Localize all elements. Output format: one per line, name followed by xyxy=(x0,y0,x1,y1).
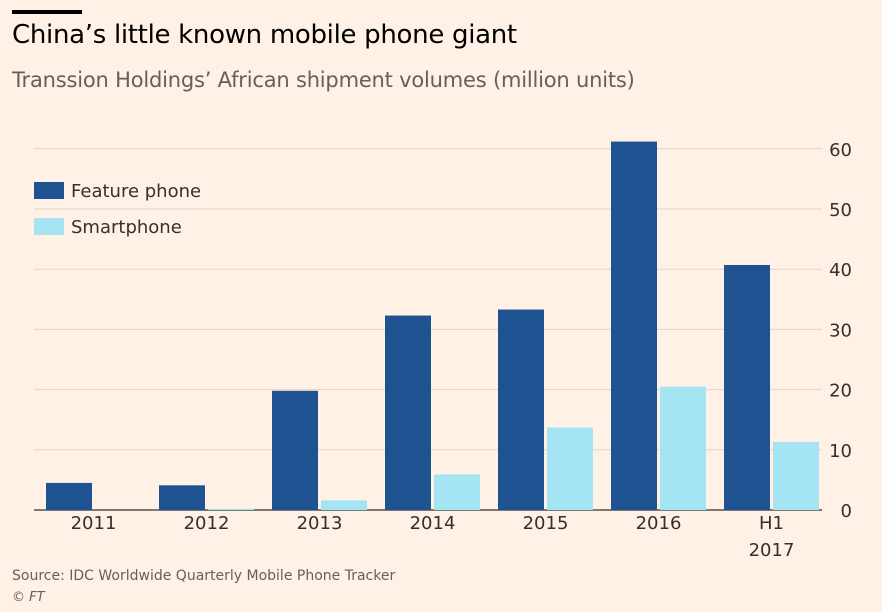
bar-feature-phone-2011 xyxy=(46,482,92,510)
bar-feature-phone-2016 xyxy=(611,141,657,511)
x-tick-label-h1-2017: H1 2017 xyxy=(749,513,795,561)
x-tick-label-2011: 2011 xyxy=(71,513,117,534)
bar-feature-phone-2015 xyxy=(498,309,544,510)
legend: Feature phone Smartphone xyxy=(34,181,201,238)
bar-smartphone-2015 xyxy=(547,427,593,510)
legend-swatch-feature-phone xyxy=(34,182,64,199)
source-note: Source: IDC Worldwide Quarterly Mobile P… xyxy=(12,568,396,584)
bar-smartphone-2012 xyxy=(208,508,254,510)
y-tick-label-50: 50 xyxy=(829,200,852,221)
bar-smartphone-h1-2017 xyxy=(773,441,819,510)
chart-subtitle: Transsion Holdings’ African shipment vol… xyxy=(12,68,635,92)
ft-credit: © FT xyxy=(12,590,45,605)
bar-feature-phone-h1-2017 xyxy=(724,264,770,510)
x-tick-label-2013: 2013 xyxy=(297,513,343,534)
y-tick-label-10: 10 xyxy=(829,441,852,462)
x-tick-label-2012: 2012 xyxy=(184,513,230,534)
legend-label-smartphone: Smartphone xyxy=(71,217,182,238)
bar-feature-phone-2012 xyxy=(159,485,205,510)
bars xyxy=(46,141,819,511)
bar-smartphone-2013 xyxy=(321,500,367,510)
y-axis-labels: 0 10 20 30 40 50 60 xyxy=(829,140,852,522)
y-tick-label-60: 60 xyxy=(829,140,852,161)
legend-label-feature-phone: Feature phone xyxy=(71,181,201,202)
x-tick-label-2016: 2016 xyxy=(636,513,682,534)
x-tick-label-2014: 2014 xyxy=(410,513,456,534)
bar-feature-phone-2013 xyxy=(272,390,318,510)
bar-smartphone-2014 xyxy=(434,474,480,510)
y-tick-label-30: 30 xyxy=(829,320,852,341)
x-tick-label-2015: 2015 xyxy=(523,513,569,534)
x-axis-labels: 2011 2012 2013 2014 2015 2016 H1 2017 xyxy=(71,513,795,561)
bar-feature-phone-2014 xyxy=(385,315,431,510)
y-tick-label-0: 0 xyxy=(841,501,852,522)
legend-swatch-smartphone xyxy=(34,218,64,235)
y-tick-label-20: 20 xyxy=(829,381,852,402)
bar-smartphone-2016 xyxy=(660,386,706,510)
chart-title: China’s little known mobile phone giant xyxy=(12,20,517,50)
y-tick-label-40: 40 xyxy=(829,260,852,281)
top-rule xyxy=(12,10,82,14)
bar-chart: 2011 2012 2013 2014 2015 2016 H1 2017 0 10 20 30 40… xyxy=(34,140,852,561)
